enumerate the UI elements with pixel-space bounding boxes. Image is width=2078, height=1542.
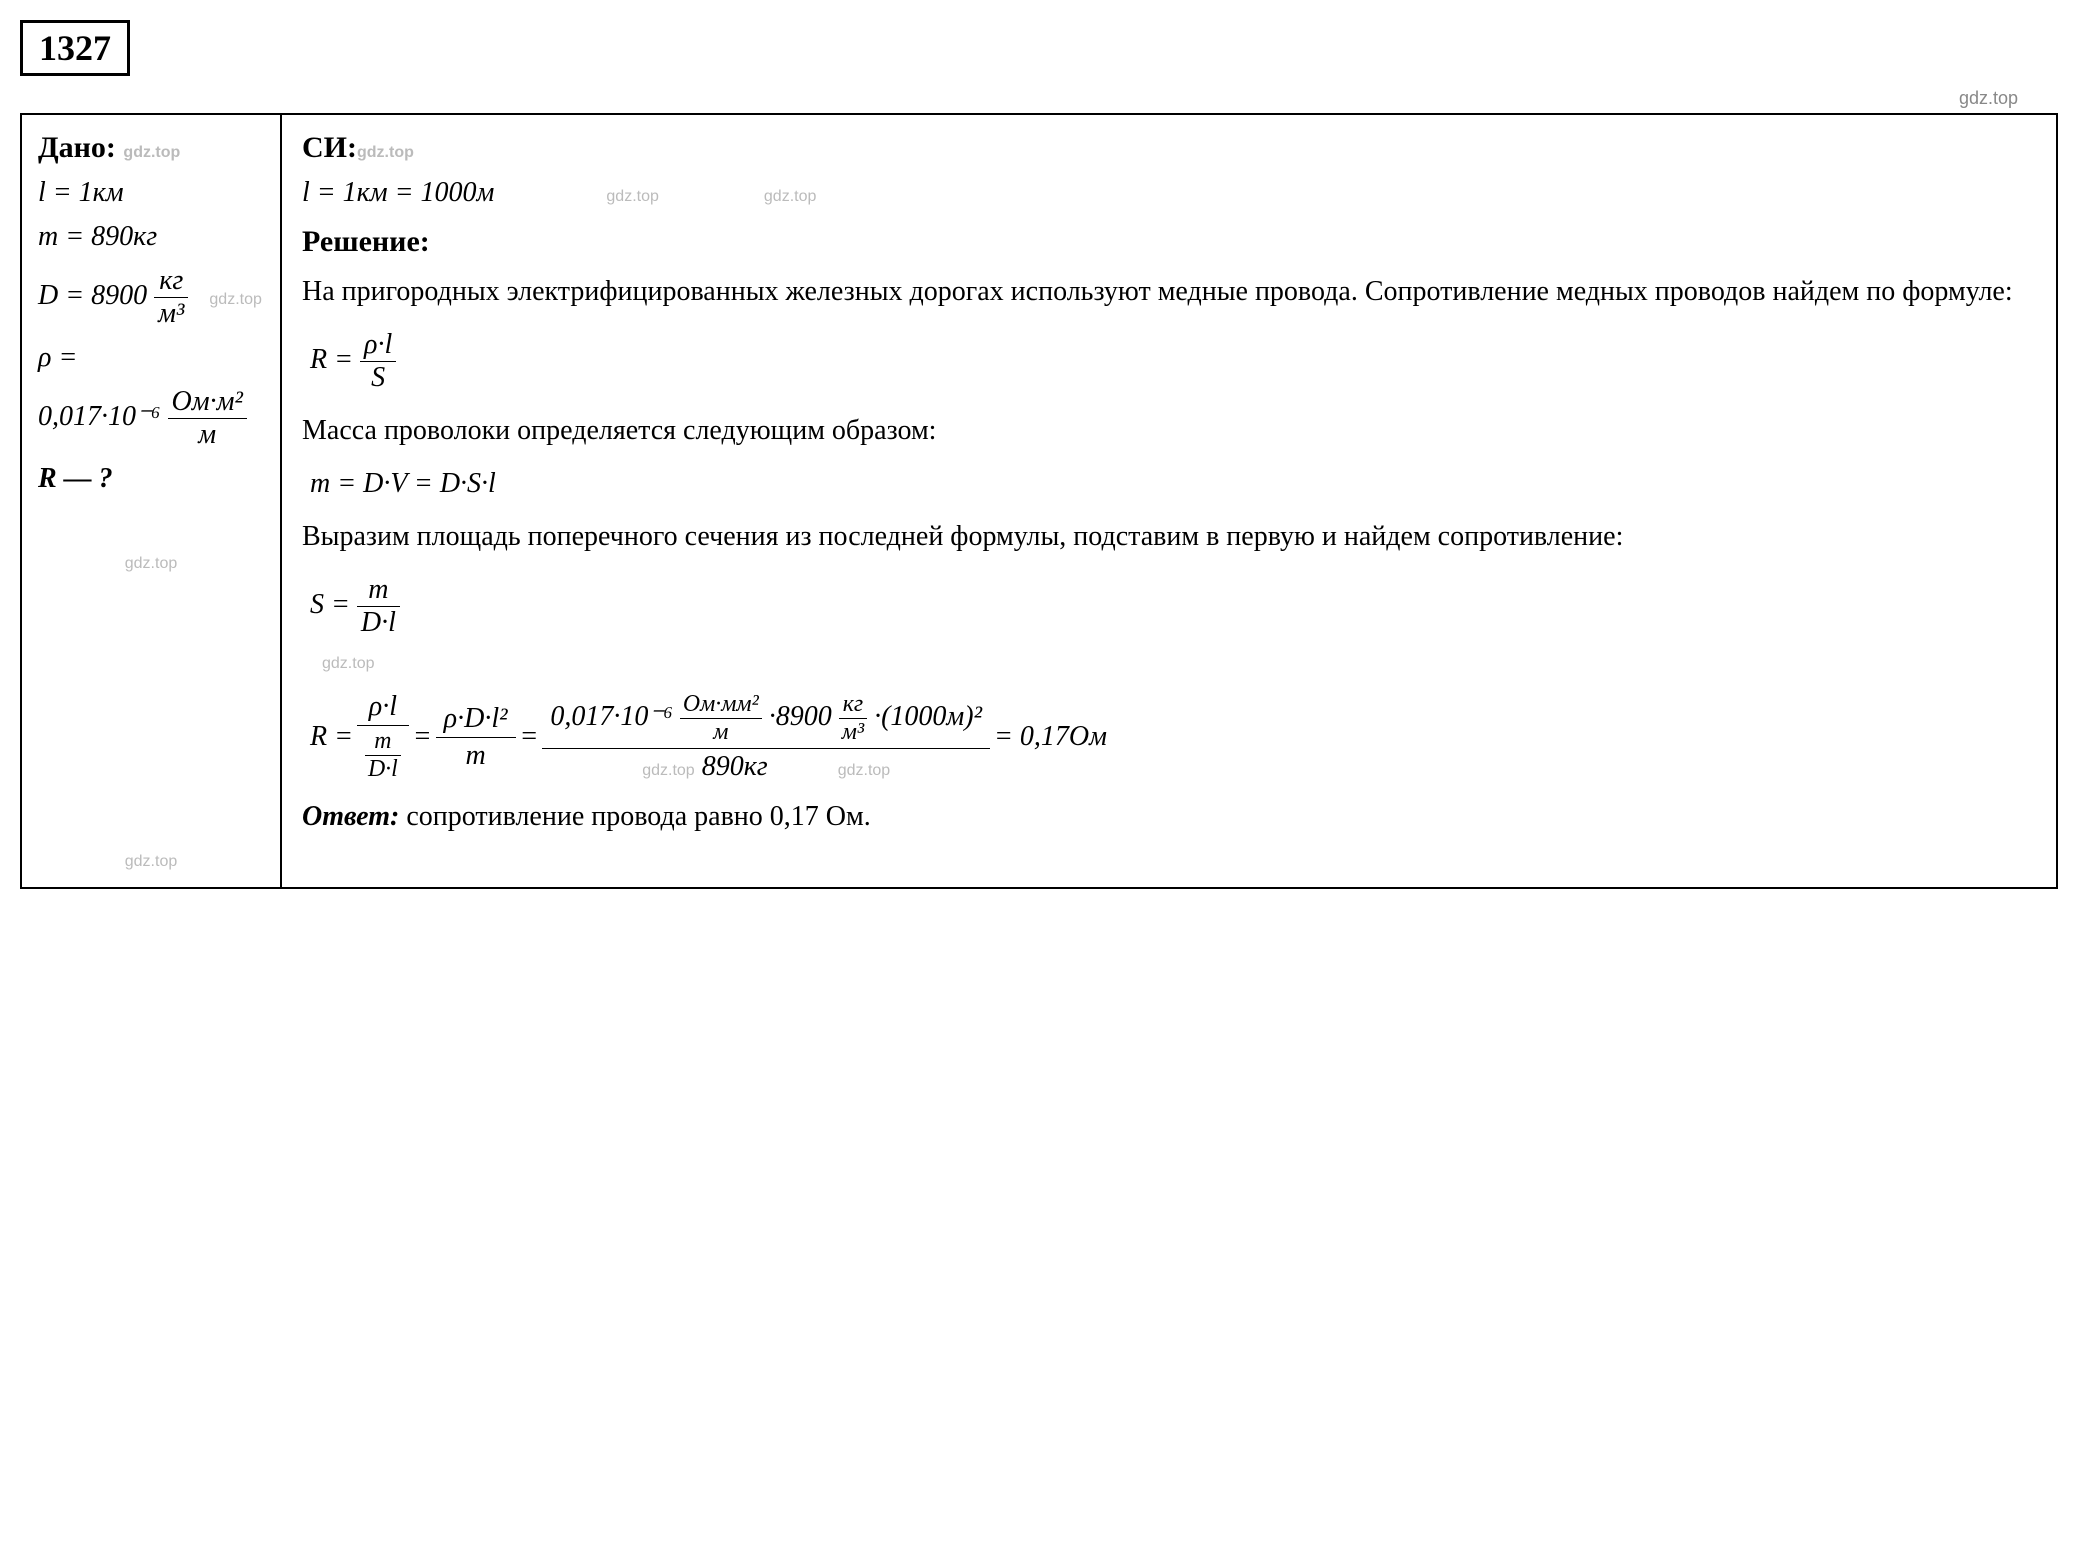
watermark: gdz.top — [357, 144, 414, 161]
d-unit-fraction: кг м³ — [154, 265, 188, 330]
watermark: gdz.top — [302, 655, 2036, 673]
solution-text-2: Масса проволоки определяется следующим о… — [302, 410, 2036, 452]
watermark-top: gdz.top — [20, 88, 2058, 109]
watermark: gdz.top — [123, 144, 180, 161]
solution-column: СИ:gdz.top l = 1км = 1000м gdz.top gdz.t… — [282, 115, 2056, 887]
watermark: gdz.top — [606, 188, 658, 205]
watermark: gdz.top — [38, 853, 264, 871]
solution-text-1: На пригородных электрифицированных желез… — [302, 271, 2036, 313]
given-header: Дано: gdz.top — [38, 131, 264, 165]
answer-label: Ответ: — [302, 801, 399, 832]
given-m: m = 890кг — [38, 221, 264, 253]
final-frac-2: ρ·D·l² m — [436, 701, 516, 774]
given-rho-label: ρ = — [38, 342, 264, 374]
problem-number-box: 1327 — [20, 20, 130, 76]
formula-s: S = m D·l — [302, 574, 2036, 639]
given-column: Дано: gdz.top l = 1км m = 890кг D = 8900… — [22, 115, 282, 887]
formula-r: R = ρ·l S — [302, 329, 2036, 394]
formula-r-fraction: ρ·l S — [360, 329, 396, 394]
final-frac-1: ρ·l m D·l — [357, 689, 409, 785]
si-l: l = 1км = 1000м gdz.top gdz.top — [302, 177, 2036, 209]
solution-table: Дано: gdz.top l = 1км m = 890кг D = 8900… — [20, 113, 2058, 889]
formula-s-fraction: m D·l — [357, 574, 400, 639]
watermark: gdz.top — [764, 188, 816, 205]
given-l: l = 1км — [38, 177, 264, 209]
given-d: D = 8900 кг м³ gdz.top — [38, 265, 264, 330]
problem-number: 1327 — [39, 28, 111, 68]
watermark: gdz.top — [209, 291, 261, 308]
solution-header: Решение: — [302, 225, 2036, 259]
answer-line: Ответ: сопротивление провода равно 0,17 … — [302, 801, 2036, 833]
given-find: R — ? — [38, 463, 264, 495]
final-frac-3: 0,017·10⁻⁶ Ом·мм² м ·8900 кг м³ ·(1000м)… — [542, 689, 990, 785]
given-rho-value: 0,017·10⁻⁶ Ом·м² м — [38, 386, 264, 451]
rho-unit-fraction: Ом·м² м — [168, 386, 247, 451]
solution-text-3: Выразим площадь поперечного сечения из п… — [302, 516, 2036, 558]
answer-text: сопротивление провода равно 0,17 Ом. — [399, 801, 870, 832]
formula-m: m = D·V = D·S·l — [302, 468, 2036, 500]
si-header: СИ:gdz.top — [302, 131, 2036, 165]
watermark: gdz.top — [38, 555, 264, 573]
formula-final: R = ρ·l m D·l = ρ·D·l² m = 0,017·10⁻⁶ — [302, 689, 2036, 785]
